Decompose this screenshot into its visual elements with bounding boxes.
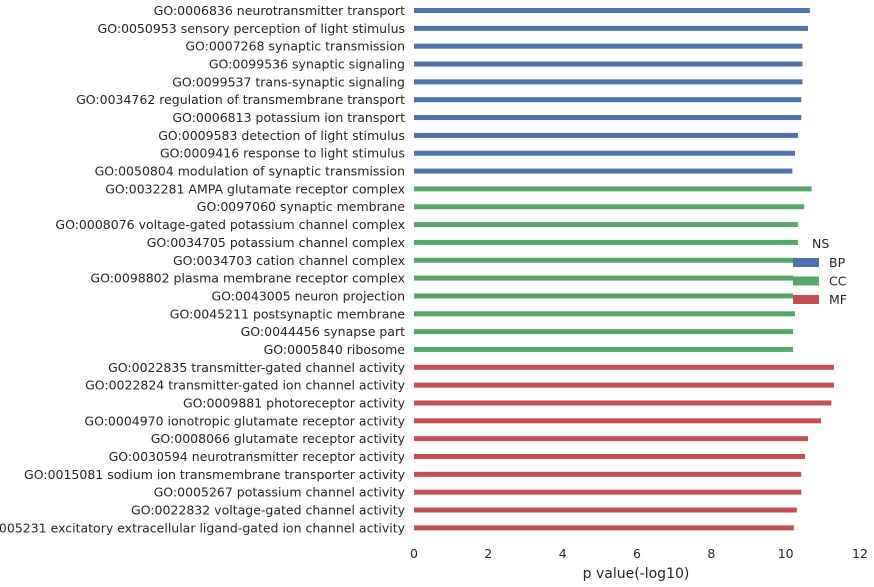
bar-bp [414,150,795,156]
category-label: GO:0009583 detection of light stimulus [158,128,405,143]
bar-mf [414,400,832,406]
category-label: GO:0034705 potassium channel complex [147,235,405,250]
x-tick-label: 6 [633,546,641,561]
bar-mf [414,436,808,442]
bar-cc [414,222,798,228]
category-label: GO:0050804 modulation of synaptic transm… [95,164,405,179]
category-label: GO:0050953 sensory perception of light s… [98,21,405,36]
category-label: GO:0097060 synaptic membrane [197,199,406,214]
category-labels: GO:0006836 neurotransmitter transport GO:… [0,3,406,535]
category-label: GO:0099536 synaptic signaling [209,57,405,72]
bar-bp [414,61,803,67]
category-label: GO:0005267 potassium channel activity [154,485,406,500]
legend-title: NS [812,236,829,251]
legend-swatch-cc [793,276,819,286]
category-label: GO:0043005 neuron projection [211,288,405,303]
category-label: GO:0022835 transmitter-gated channel act… [108,360,405,375]
legend-label-cc: CC [829,274,847,289]
bar-bp [414,132,798,138]
x-axis-title: p value(-log10) [583,566,690,582]
category-label: GO:0015081 sodium ion transmembrane tran… [24,467,406,482]
bar-bp [414,79,803,85]
category-label: GO:0098802 plasma membrane receptor comp… [90,271,405,286]
category-label: GO:0032281 AMPA glutamate receptor compl… [105,181,405,196]
category-label: GO:0004970 ionotropic glutamate receptor… [84,413,405,428]
bar-bp [414,25,808,31]
category-label: GO:0034762 regulation of transmembrane t… [76,92,405,107]
bars [414,8,834,531]
bar-mf [414,471,802,477]
category-label: GO:0099537 trans-synaptic signaling [172,74,405,89]
legend-swatch-mf [793,295,819,304]
bar-bp [414,97,802,103]
bar-cc [414,275,794,281]
bar-cc [414,346,794,352]
category-label: GO:0034703 cation channel complex [173,253,405,268]
category-label: GO:0022832 voltage-gated channel activit… [131,503,406,518]
bar-cc [414,186,812,192]
bar-mf [414,525,794,531]
x-axis-ticks: 0 2 4 6 8 10 12 [410,546,868,561]
category-label: GO:0022824 transmitter-gated ion channel… [85,378,406,393]
category-label: GO:0030594 neurotransmitter receptor act… [109,449,406,464]
bar-bp [414,168,793,174]
bar-cc [414,257,797,263]
x-tick-label: 10 [778,546,794,561]
x-tick-label: 4 [559,546,567,561]
bar-bp [414,115,802,121]
x-tick-label: 2 [484,546,492,561]
bar-mf [414,454,805,459]
bar-bp [414,8,810,13]
bar-cc [414,329,794,335]
legend-label-mf: MF [829,292,847,307]
legend-swatch-bp [793,258,819,267]
category-label: GO:0005231 excitatory extracellular liga… [0,520,406,535]
bar-cc [414,239,798,245]
legend-label-bp: BP [829,255,846,270]
category-label: GO:0045211 postsynaptic membrane [170,306,406,321]
category-label: GO:0006813 potassium ion transport [172,110,405,125]
bar-cc [414,204,805,210]
bar-bp [414,43,803,49]
category-label: GO:0008076 voltage-gated potassium chann… [55,217,405,232]
x-tick-label: 0 [410,546,418,561]
category-label: GO:0044456 synapse part [241,324,405,339]
bar-cc [414,311,795,317]
category-label: GO:0005840 ribosome [264,342,406,357]
bar-cc [414,293,794,299]
category-label: GO:0009416 response to light stimulus [160,146,405,161]
category-label: GO:0008066 glutamate receptor activity [151,431,406,446]
bar-mf [414,364,834,370]
bar-mf [414,507,797,513]
legend: NS BP CC MF [793,236,847,307]
bar-mf [414,418,821,424]
bar-mf [414,489,802,495]
x-tick-label: 8 [707,546,715,561]
x-tick-label: 12 [852,546,868,561]
bar-mf [414,382,834,388]
category-label: GO:0009881 photoreceptor activity [183,395,406,410]
category-label: GO:0006836 neurotransmitter transport [154,3,405,18]
category-label: GO:0007268 synaptic transmission [185,39,405,54]
